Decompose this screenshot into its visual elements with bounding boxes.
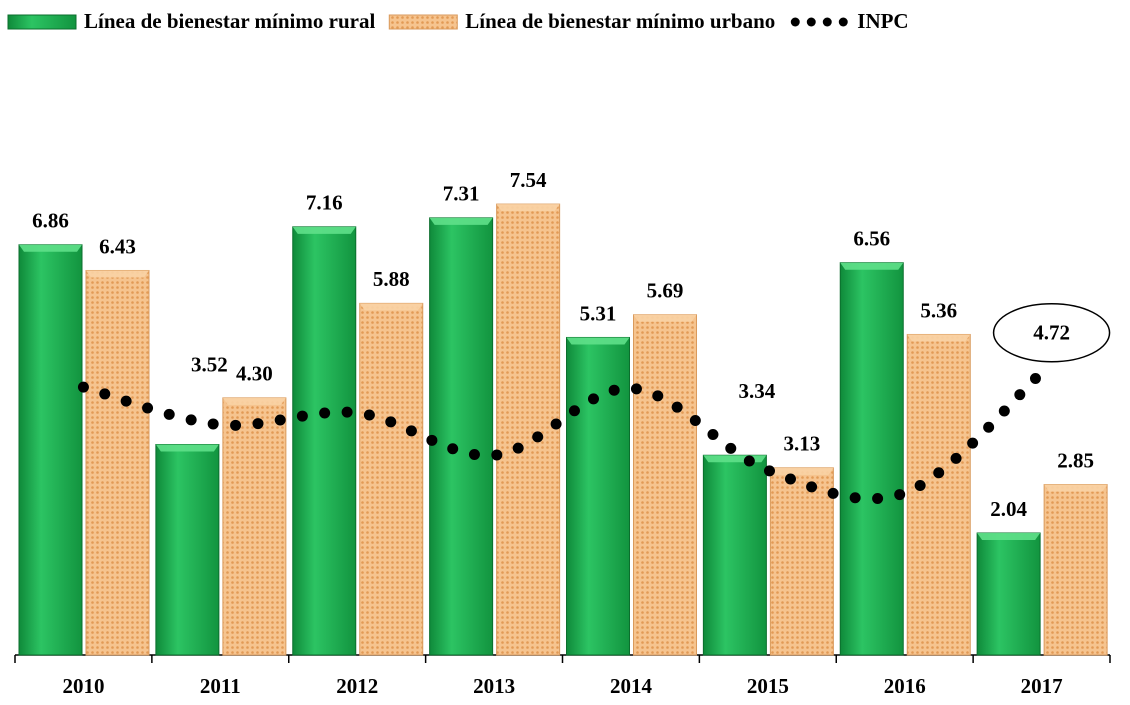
- bar: [18, 244, 83, 656]
- bar-bevel: [222, 397, 286, 405]
- legend-marker: [822, 17, 832, 27]
- data-label: 5.36: [920, 298, 957, 322]
- bar-bevel: [566, 337, 630, 345]
- data-label: 2.85: [1057, 448, 1094, 472]
- bar-bevel: [770, 467, 834, 475]
- legend: Línea de bienestar mínimo rural Línea de …: [7, 9, 909, 33]
- bar: [633, 314, 697, 656]
- data-label: 4.72: [1033, 321, 1070, 345]
- x-tick-label: 2016: [884, 674, 926, 698]
- data-label: 6.43: [99, 234, 136, 258]
- bar: [496, 203, 561, 656]
- bar: [292, 226, 357, 656]
- line-series: [77, 367, 1048, 505]
- bar: [85, 269, 150, 656]
- bar-bevel: [977, 533, 1041, 541]
- x-tick-label: 2010: [62, 674, 104, 698]
- x-tick-label: 2011: [200, 674, 241, 698]
- bar-bevel: [359, 303, 423, 311]
- legend-label: INPC: [857, 9, 908, 33]
- bar: [702, 454, 767, 656]
- x-tick-label: 2015: [747, 674, 789, 698]
- bar-bevel: [703, 455, 767, 463]
- x-tick-label: 2012: [336, 674, 378, 698]
- data-label: 7.54: [510, 168, 547, 192]
- data-label: 5.69: [647, 279, 684, 303]
- legend-swatch: [7, 14, 77, 30]
- bar-bevel: [292, 226, 356, 234]
- bar-bevel: [496, 204, 560, 212]
- x-tick-label: 2017: [1021, 674, 1063, 698]
- data-label: 7.16: [306, 191, 343, 215]
- legend-label: Línea de bienestar mínimo urbano: [465, 9, 775, 33]
- bar: [359, 302, 424, 656]
- data-label: 3.52: [191, 352, 228, 376]
- bar: [839, 262, 904, 656]
- bar-bevel: [86, 270, 149, 278]
- data-label: 6.86: [32, 209, 69, 233]
- bar: [769, 467, 834, 656]
- data-label: 6.56: [853, 227, 890, 251]
- callout: [992, 302, 1111, 363]
- bar-bevel: [1044, 484, 1108, 492]
- legend-marker: [806, 17, 816, 27]
- plot-area: 2010 2011 2012 2013 2014 2015 2016 2017 6.86 3.52…: [14, 168, 1111, 698]
- legend-swatch: [388, 14, 458, 30]
- x-tick-label: 2013: [473, 674, 515, 698]
- bar: [566, 336, 630, 656]
- bar: [155, 444, 220, 656]
- data-label: 5.88: [373, 267, 410, 291]
- bar-bevel: [429, 217, 493, 225]
- bar: [429, 217, 494, 656]
- bar: [1043, 484, 1108, 656]
- bar-bevel: [155, 444, 219, 452]
- data-label: 3.34: [739, 379, 776, 403]
- legend-marker: [790, 17, 800, 27]
- legend-label: Línea de bienestar mínimo rural: [84, 9, 375, 33]
- legend-marker: [838, 17, 848, 27]
- bar: [976, 532, 1041, 656]
- bar-bevel: [840, 262, 904, 270]
- bar: [222, 397, 287, 656]
- data-label: 2.04: [990, 497, 1027, 521]
- bar-bevel: [633, 314, 697, 322]
- data-label: 7.31: [443, 182, 480, 206]
- bar-bevel: [907, 334, 971, 342]
- data-label: 3.13: [784, 432, 821, 456]
- data-label: 5.31: [580, 301, 617, 325]
- bar-bevel: [19, 244, 82, 252]
- data-label: 4.30: [236, 362, 273, 386]
- bar: [906, 333, 971, 656]
- x-tick-label: 2014: [610, 674, 653, 698]
